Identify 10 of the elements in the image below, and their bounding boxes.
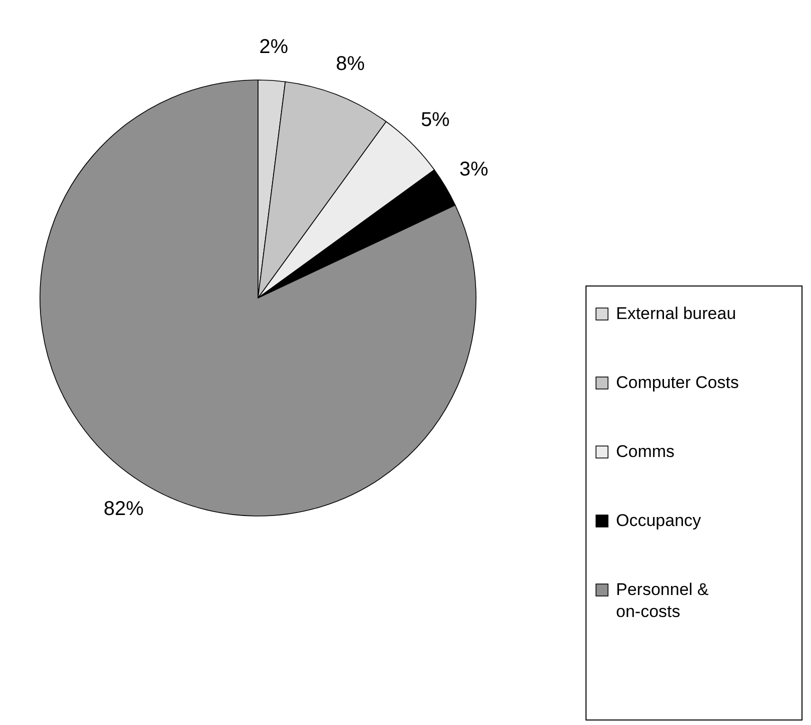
legend-label: Computer Costs <box>616 373 739 392</box>
data-label: 82% <box>104 498 144 520</box>
legend-label: Comms <box>616 442 675 462</box>
legend-label: External bureau <box>616 304 736 324</box>
data-label: 8% <box>336 53 365 76</box>
legend-label: Occupancy <box>616 511 702 530</box>
data-label: 3% <box>459 158 488 181</box>
data-label: 5% <box>420 109 450 132</box>
data-label: 2% <box>259 36 288 58</box>
legend-label: Personnel & on-costs <box>616 580 710 622</box>
